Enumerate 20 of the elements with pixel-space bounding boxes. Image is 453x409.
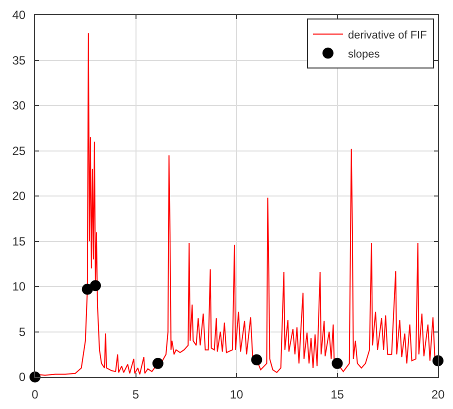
point (251, 354, 262, 366)
y-tick-label: 5 (18, 324, 26, 339)
legend-label: slopes (348, 48, 380, 60)
x-tick-label: 15 (330, 387, 344, 402)
y-tick-label: 35 (12, 53, 26, 68)
y-tick-label: 0 (18, 370, 26, 384)
legend-label: derivative of FIF (348, 29, 428, 42)
x-tick-label: 20 (431, 387, 445, 402)
x-tick-label: 5 (132, 387, 140, 402)
x-tick-label: 10 (230, 387, 244, 402)
y-tick-label: 20 (12, 189, 26, 204)
x-tick-label: 0 (32, 387, 39, 402)
y-tick-label: 10 (12, 280, 26, 294)
y-tick-label: 15 (12, 234, 26, 248)
y-tick-label: 40 (12, 8, 26, 22)
y-tick-label: 30 (12, 98, 26, 113)
y-tick-label: 25 (12, 144, 26, 158)
point (90, 280, 101, 292)
point (152, 358, 164, 369)
point (332, 358, 343, 369)
